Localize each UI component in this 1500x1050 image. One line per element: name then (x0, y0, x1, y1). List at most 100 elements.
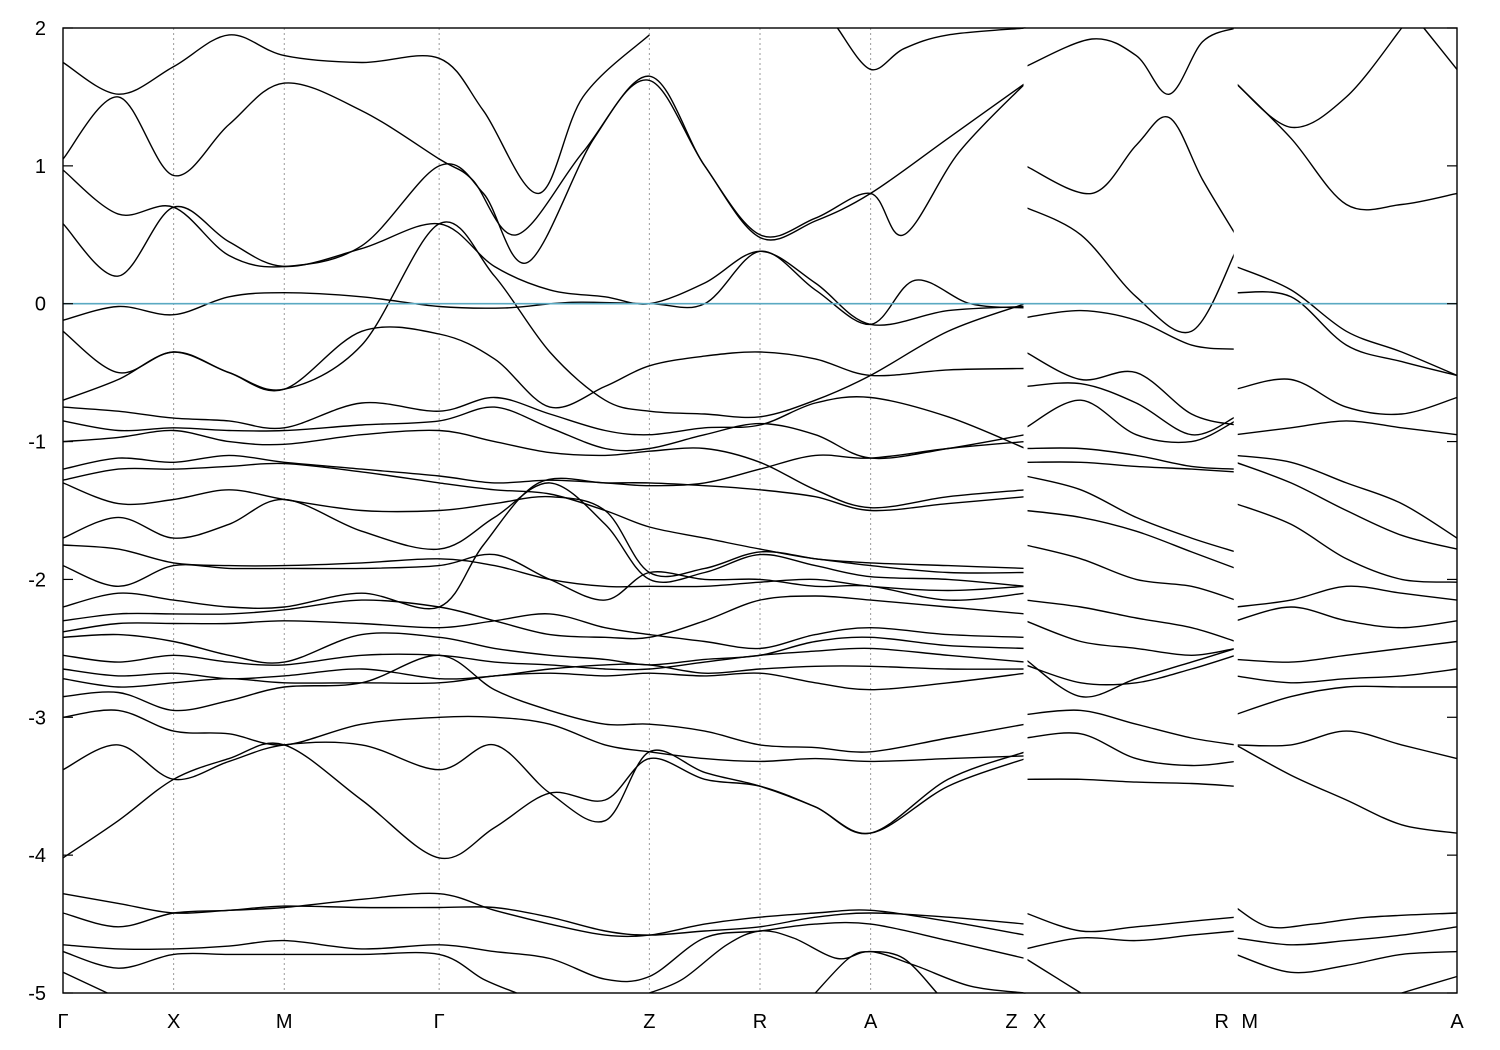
band-line-52 (1025, 732, 1236, 767)
band-line-14 (62, 482, 1026, 587)
x-tick-label: X (167, 1011, 180, 1033)
band-line-37 (1025, 206, 1237, 334)
band-line-46 (1025, 544, 1236, 601)
band-line-20 (62, 632, 1026, 666)
band-line-4 (62, 34, 650, 195)
x-tick-label: X (1033, 1011, 1046, 1033)
band-line-27 (62, 742, 1026, 860)
band-line-56 (1025, 957, 1082, 994)
band-line-11 (62, 440, 1026, 487)
band-line-67 (1235, 585, 1458, 608)
band-line-62 (1235, 378, 1458, 416)
band-line-33 (649, 930, 1026, 994)
band-line-22 (62, 663, 1026, 680)
band-line-5 (836, 27, 1026, 71)
segment-breaks (1023, 28, 1238, 993)
band-line-36 (1025, 115, 1237, 236)
axes (62, 27, 1458, 994)
band-line-1 (62, 205, 1026, 326)
band-line-69 (1235, 640, 1458, 663)
y-tick-label: 2 (35, 18, 46, 40)
band-line-65 (1235, 461, 1458, 550)
band-line-49 (1025, 647, 1236, 698)
y-tick-label: -2 (28, 569, 46, 591)
band-line-74 (1235, 906, 1458, 929)
band-line-8 (62, 396, 1026, 450)
band-line-2 (62, 79, 1026, 268)
band-line-29 (62, 905, 1026, 936)
y-tick-label: 0 (35, 294, 46, 316)
band-line-31 (62, 950, 517, 994)
band-line-48 (1025, 620, 1236, 657)
band-line-42 (1025, 447, 1236, 470)
x-tick-label: Z (643, 1011, 655, 1033)
band-line-3 (62, 75, 1027, 238)
band-line-35 (1025, 27, 1236, 95)
band-line-77 (1401, 975, 1458, 994)
band-line-68 (1235, 606, 1458, 629)
band-line-58 (1235, 82, 1458, 211)
x-tick-label: R (1215, 1011, 1229, 1033)
band-line-50 (1025, 654, 1236, 686)
band-line-63 (1235, 420, 1458, 436)
band-line-66 (1235, 502, 1458, 583)
band-line-10 (62, 429, 1026, 509)
band-line-51 (1025, 709, 1236, 746)
x-tick-label: M (1241, 1011, 1258, 1033)
band-line-71 (1235, 685, 1457, 716)
band-line-44 (1025, 475, 1236, 553)
band-line-24 (62, 654, 1026, 753)
x-tick-label: Γ (57, 1011, 68, 1033)
band-line-40 (1025, 382, 1236, 436)
band-series (62, 27, 1458, 994)
x-tick-label: A (864, 1011, 878, 1033)
segment-break-gap (1023, 28, 1028, 993)
x-tick-label: A (1450, 1011, 1464, 1033)
y-tick-label: -3 (28, 707, 46, 729)
band-line-73 (1235, 744, 1458, 834)
y-tick-label: 1 (35, 156, 46, 178)
band-line-76 (1235, 950, 1458, 974)
band-line-0 (62, 250, 1026, 326)
segment-break-gap (1233, 28, 1238, 993)
band-line-9 (62, 406, 1026, 460)
band-line-32 (62, 971, 108, 994)
band-line-23 (62, 672, 1026, 691)
band-line-60 (1235, 265, 1458, 377)
band-line-19 (62, 613, 1026, 650)
plot-frame (62, 27, 1458, 994)
y-tick-label: -5 (28, 983, 46, 1005)
band-line-13 (62, 482, 1026, 578)
x-tick-label: Z (1005, 1011, 1017, 1033)
band-line-64 (1235, 454, 1458, 539)
band-line-54 (1025, 912, 1236, 933)
band-line-17 (62, 477, 1026, 610)
band-line-16 (62, 553, 1026, 601)
band-line-75 (1235, 926, 1458, 946)
band-line-12 (62, 462, 1026, 570)
band-line-53 (1025, 778, 1236, 787)
x-tick-label: R (753, 1011, 767, 1033)
band-line-45 (1025, 509, 1236, 570)
band-line-38 (1025, 309, 1236, 350)
y-tick-label: -4 (28, 845, 46, 867)
band-line-43 (1025, 461, 1236, 473)
band-line-34 (814, 950, 938, 994)
x-tick-label: M (276, 1011, 293, 1033)
band-line-25 (62, 709, 1026, 763)
band-line-18 (62, 595, 1026, 640)
band-line-21 (62, 647, 1026, 671)
band-line-47 (1025, 599, 1236, 643)
x-tick-label: Γ (434, 1011, 445, 1033)
band-line-70 (1235, 668, 1458, 684)
band-line-30 (62, 921, 1026, 983)
band-line-41 (1025, 399, 1237, 444)
band-line-7 (62, 221, 1026, 419)
band-line-55 (1025, 930, 1236, 950)
band-line-72 (1235, 730, 1458, 760)
y-tick-label: -1 (28, 432, 46, 454)
band-line-59 (1423, 27, 1458, 70)
